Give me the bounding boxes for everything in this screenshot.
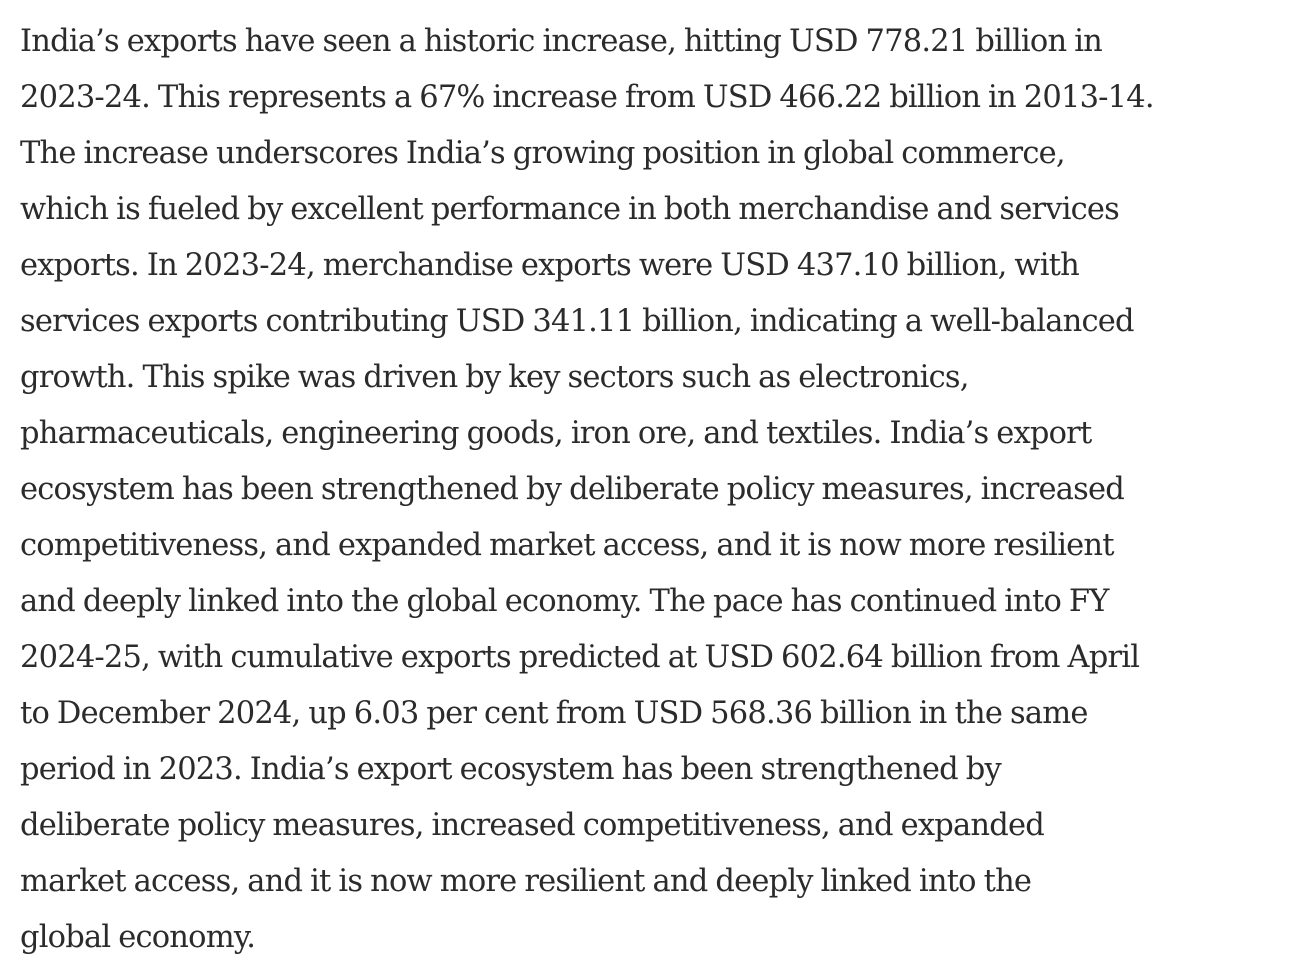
- paragraph-line: pharmaceuticals, engineering goods, iron…: [20, 416, 1092, 451]
- article-paragraph: India’s exports have seen a historic inc…: [20, 14, 1300, 966]
- paragraph-line: exports. In 2023-24, merchandise exports…: [20, 248, 1080, 283]
- paragraph-line: period in 2023. India’s export ecosystem…: [20, 752, 1002, 787]
- paragraph-line: to December 2024, up 6.03 per cent from …: [20, 696, 1088, 731]
- paragraph-line: ecosystem has been strengthened by delib…: [20, 472, 1125, 507]
- paragraph-line: market access, and it is now more resili…: [20, 864, 1032, 899]
- paragraph-line: competitiveness, and expanded market acc…: [20, 528, 1115, 563]
- paragraph-line: growth. This spike was driven by key sec…: [20, 360, 969, 395]
- paragraph-line: which is fueled by excellent performance…: [20, 192, 1120, 227]
- paragraph-line: deliberate policy measures, increased co…: [20, 808, 1045, 843]
- paragraph-line: services exports contributing USD 341.11…: [20, 304, 1135, 339]
- paragraph-line: 2023-24. This represents a 67% increase …: [20, 80, 1155, 115]
- paragraph-line: and deeply linked into the global econom…: [20, 584, 1109, 619]
- paragraph-line: global economy.: [20, 920, 256, 955]
- paragraph-line: India’s exports have seen a historic inc…: [20, 24, 1103, 59]
- paragraph-line: The increase underscores India’s growing…: [20, 136, 1066, 171]
- paragraph-line: 2024-25, with cumulative exports predict…: [20, 640, 1140, 675]
